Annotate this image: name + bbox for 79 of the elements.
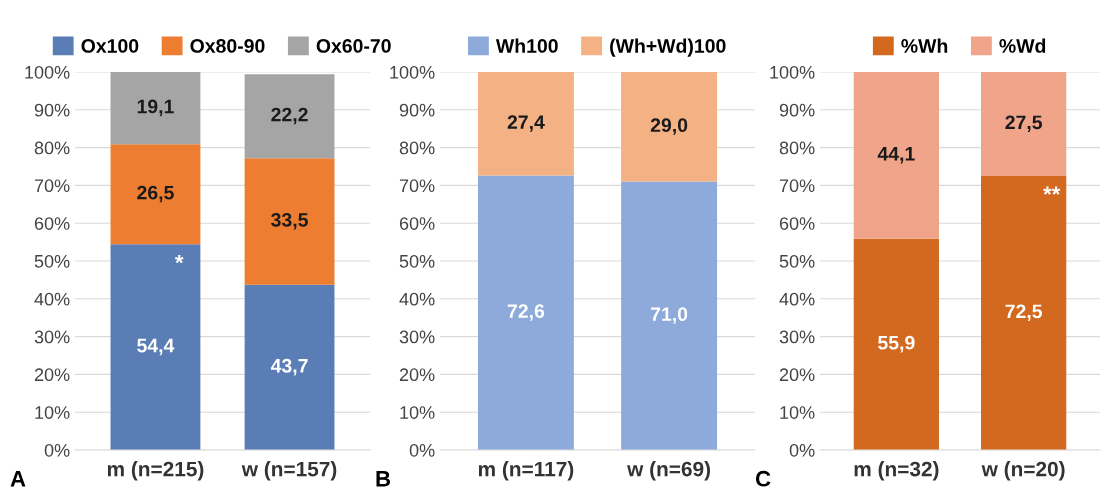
y-tick-label: 20% — [779, 368, 815, 382]
data-label: 43,7 — [270, 358, 308, 376]
legend-label: %Wd — [999, 38, 1046, 53]
legend-label: Ox80-90 — [190, 39, 265, 53]
y-tick-label: 60% — [399, 217, 435, 230]
y-tick-label: 0% — [789, 443, 815, 457]
y-tick-label: 90% — [34, 103, 70, 117]
annotation: * — [174, 255, 184, 264]
y-tick-label: 50% — [34, 254, 70, 268]
bar — [110, 72, 201, 145]
x-tick-label: m (n=32) — [854, 461, 939, 481]
text: A — [10, 471, 26, 487]
bar — [110, 144, 201, 245]
y-tick-label: 30% — [779, 330, 815, 344]
data-label: 54,4 — [137, 338, 175, 356]
y-tick-label: 50% — [399, 254, 435, 268]
y-tick-label: 60% — [779, 217, 815, 230]
x-tick-label: w (n=157) — [241, 461, 337, 481]
data-label: 27,5 — [1005, 115, 1043, 133]
annotation: ** — [1043, 186, 1061, 195]
x-tick-label: w (n=69) — [627, 461, 711, 481]
y-tick-label: 70% — [399, 179, 435, 193]
y-tick-label: 20% — [399, 368, 435, 382]
y-tick-label: 100% — [25, 65, 70, 79]
bar — [244, 158, 335, 285]
legend-label: Ox60-70 — [316, 39, 391, 53]
data-label: 71,0 — [651, 307, 688, 324]
y-tick-label: 40% — [34, 292, 70, 306]
y-tick-label: 90% — [399, 103, 435, 117]
y-tick-label: 90% — [779, 103, 815, 117]
y-tick-label: 50% — [779, 254, 815, 268]
x-tick-label: w (n=20) — [981, 461, 1065, 481]
data-label: 27,4 — [507, 115, 545, 132]
y-tick-label: 100% — [390, 65, 435, 79]
bar — [621, 181, 718, 450]
y-tick-label: 70% — [779, 179, 815, 193]
y-tick-label: 10% — [400, 406, 435, 419]
y-tick-label: 80% — [399, 141, 435, 155]
data-label: 33,5 — [271, 212, 308, 230]
bar — [621, 72, 718, 182]
data-label: 72,6 — [507, 304, 545, 321]
x-tick-label: m (n=117) — [478, 461, 574, 481]
y-tick-label: 60% — [34, 217, 70, 230]
y-tick-label: 80% — [779, 141, 815, 155]
data-label: 44,1 — [877, 147, 915, 164]
bar — [981, 72, 1067, 176]
bar — [981, 175, 1067, 450]
legend-label: %Wh — [901, 38, 948, 53]
data-label: 26,5 — [137, 185, 174, 203]
legend-label: Ox100 — [81, 39, 139, 53]
bar — [244, 74, 335, 159]
y-tick-label: 70% — [34, 179, 70, 193]
y-tick-label: 40% — [399, 292, 435, 306]
y-tick-label: 30% — [399, 330, 435, 344]
data-label: 19,1 — [137, 99, 174, 117]
bar — [853, 72, 939, 239]
data-label: 55,9 — [878, 335, 915, 353]
x-tick-label: m (n=215) — [107, 461, 204, 481]
y-tick-label: 0% — [409, 443, 435, 457]
bar — [110, 244, 201, 450]
bar — [477, 175, 574, 450]
y-tick-label: 10% — [35, 406, 70, 419]
legend-label: (Wh+Wd)100 — [610, 38, 726, 57]
bar — [477, 72, 574, 176]
legend-label: Wh100 — [495, 38, 558, 53]
data-label: 22,2 — [271, 107, 308, 125]
y-tick-label: 100% — [770, 65, 815, 79]
bar — [244, 284, 335, 450]
y-tick-label: 20% — [34, 368, 70, 382]
data-label: 29,0 — [650, 118, 688, 135]
bar — [853, 238, 939, 450]
y-tick-label: 10% — [780, 406, 815, 419]
y-tick-label: 30% — [34, 330, 70, 344]
y-tick-label: 0% — [44, 443, 70, 457]
text: B — [376, 471, 391, 487]
data-label: 72,5 — [1005, 304, 1043, 322]
y-tick-label: 80% — [34, 141, 70, 155]
y-tick-label: 40% — [779, 292, 815, 306]
text: C — [755, 470, 771, 487]
